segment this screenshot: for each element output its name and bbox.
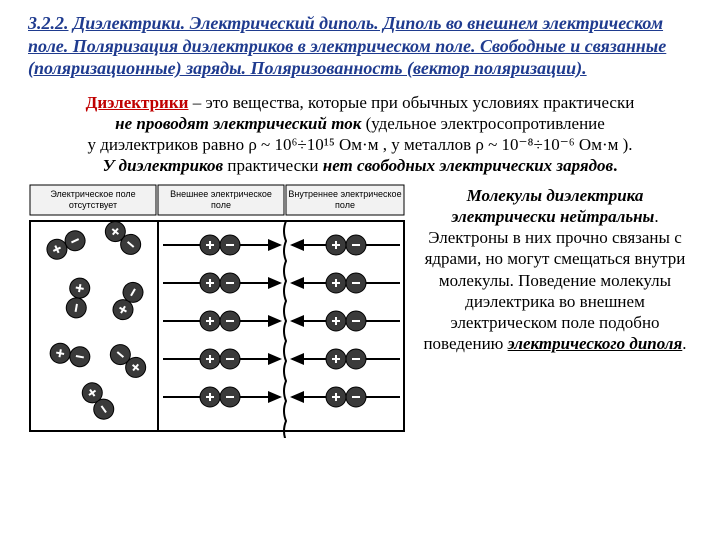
def-line2: (удельное электросопротивление xyxy=(361,114,605,133)
def-line4-mid: практически xyxy=(223,156,323,175)
side-lead: Молекулы диэлектрика электрически нейтра… xyxy=(451,186,654,226)
def-line1: – это вещества, которые при обычных усло… xyxy=(188,93,634,112)
section-number: 3.2.2. xyxy=(28,13,69,33)
side-paragraph: Молекулы диэлектрика электрически нейтра… xyxy=(418,183,692,355)
side-tail: . xyxy=(682,334,686,353)
def-line3: у диэлектриков равно ρ ~ 10⁶÷10¹⁵ Ом·м ,… xyxy=(87,135,632,154)
section-title: Диэлектрики. Электрический диполь. Дипол… xyxy=(28,13,666,78)
term-dielectrics: Диэлектрики xyxy=(86,93,189,112)
side-dipole: электрического диполя xyxy=(508,334,683,353)
definition-block: Диэлектрики – это вещества, которые при … xyxy=(28,92,692,177)
section-heading: 3.2.2. Диэлектрики. Электрический диполь… xyxy=(28,12,692,80)
side-body: . Электроны в них прочно связаны с ядрам… xyxy=(423,207,685,354)
def-line4-pre: У диэлектриков xyxy=(103,156,224,175)
figure-polarization: Электрическое полеотсутствуетВнешнее эле… xyxy=(28,183,408,438)
def-emphasis-1: не проводят электрический ток xyxy=(115,114,361,133)
def-line4-em: нет свободных электрических зарядов xyxy=(323,156,613,175)
